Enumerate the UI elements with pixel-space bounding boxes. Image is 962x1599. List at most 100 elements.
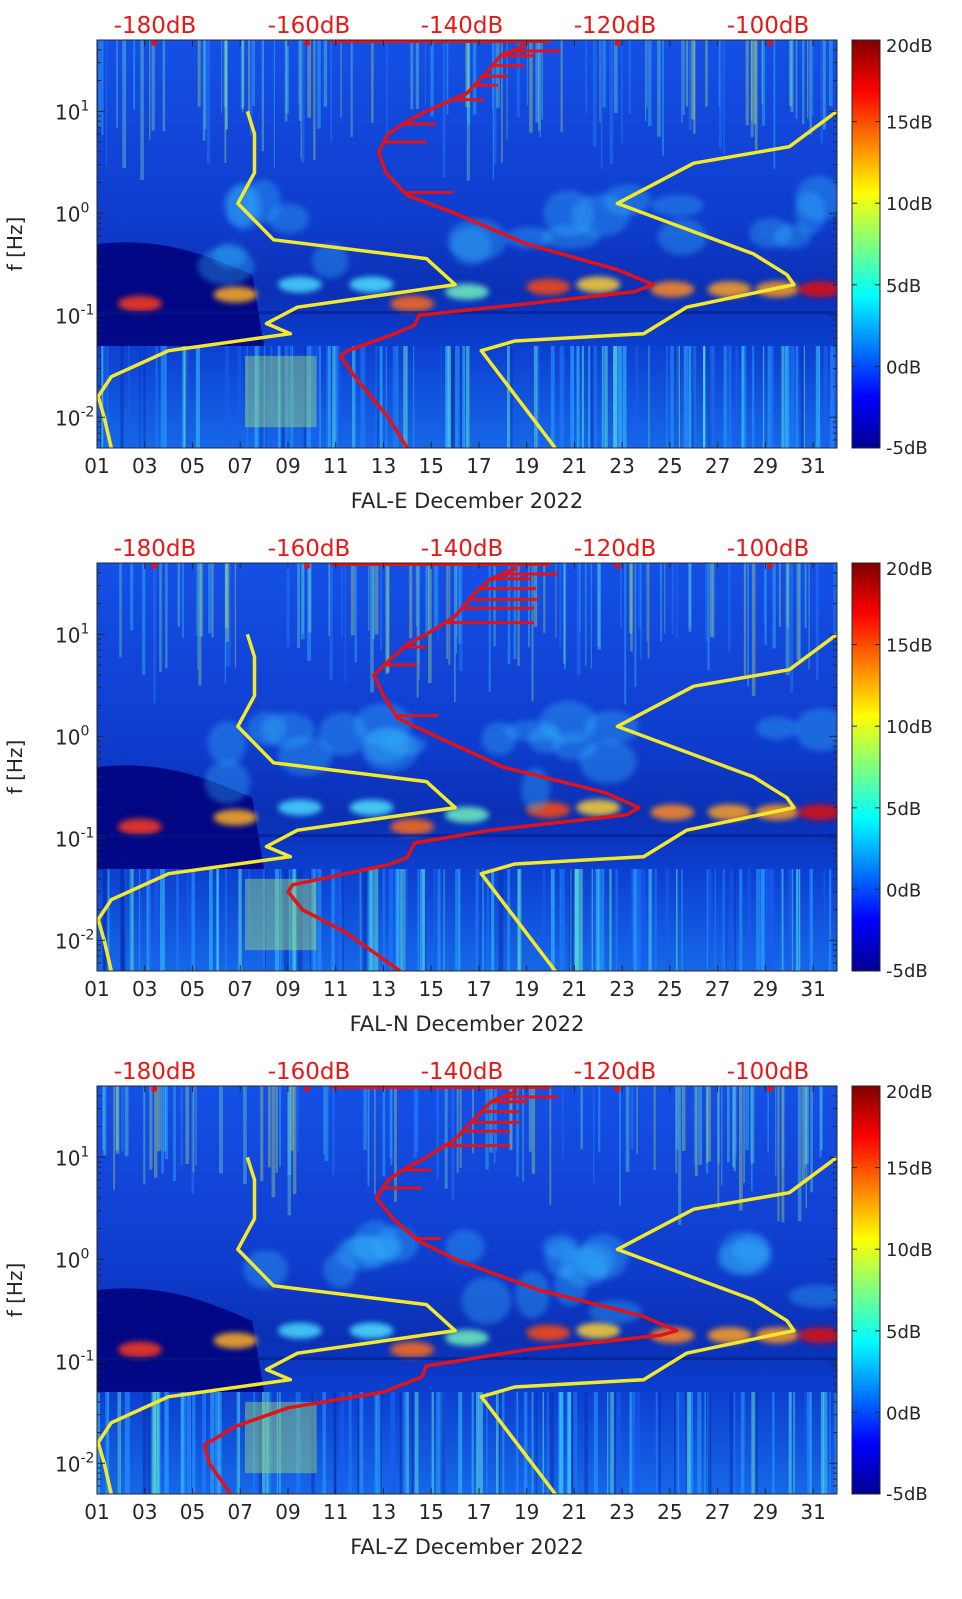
low-freq-streak — [422, 869, 426, 971]
high-freq-streak — [290, 1086, 294, 1151]
microseism-glow — [381, 734, 427, 756]
low-freq-streak — [436, 1392, 441, 1494]
low-freq-streak — [216, 869, 219, 971]
high-freq-streak — [149, 1086, 153, 1170]
high-freq-streak — [409, 563, 413, 639]
high-freq-streak — [796, 563, 800, 661]
microseism-glow — [243, 1250, 289, 1289]
high-freq-streak — [453, 563, 456, 703]
low-freq-streak — [417, 869, 420, 971]
high-freq-streak — [805, 1086, 807, 1209]
spectrogram-plot — [97, 40, 837, 448]
top-axis-marker — [614, 40, 621, 46]
low-freq-streak — [568, 1392, 572, 1494]
low-freq-streak — [339, 869, 341, 971]
low-freq-streak — [612, 1392, 617, 1494]
high-freq-streak — [822, 40, 826, 130]
high-freq-streak — [437, 563, 439, 640]
low-freq-streak — [796, 869, 799, 971]
top-db-label: -180dB — [114, 13, 197, 39]
low-freq-streak — [278, 346, 281, 448]
high-freq-streak — [676, 563, 678, 639]
high-freq-streak — [549, 1086, 552, 1205]
low-freq-streak — [819, 346, 821, 448]
microseism-peak — [707, 281, 752, 298]
high-freq-streak — [418, 563, 420, 680]
low-freq-streak — [765, 869, 769, 971]
low-freq-streak — [225, 869, 227, 971]
high-freq-streak — [804, 1086, 809, 1165]
top-axis-marker — [767, 1086, 774, 1092]
low-freq-streak — [804, 1392, 810, 1494]
high-freq-streak — [815, 563, 819, 681]
low-freq-streak — [379, 346, 383, 448]
x-tick-label: 27 — [705, 977, 730, 1001]
low-freq-streak — [376, 1392, 381, 1494]
low-freq-streak — [803, 346, 805, 448]
high-freq-streak — [513, 563, 517, 660]
low-freq-streak — [195, 346, 201, 448]
low-freq-streak — [807, 1392, 812, 1494]
high-freq-streak — [130, 563, 134, 631]
low-freq-streak — [369, 869, 373, 971]
high-freq-streak — [750, 1086, 755, 1164]
low-freq-streak — [455, 346, 460, 448]
high-freq-streak — [273, 40, 276, 169]
low-freq-streak — [458, 869, 461, 971]
low-freq-streak — [691, 346, 696, 448]
low-freq-streak — [348, 1392, 352, 1494]
noise-model-low — [97, 633, 457, 971]
low-freq-streak — [103, 346, 106, 448]
low-freq-streak — [593, 869, 596, 971]
low-freq-streak — [602, 869, 605, 971]
low-freq-streak — [471, 1392, 474, 1494]
high-freq-streak — [105, 40, 108, 167]
high-freq-streak — [133, 40, 136, 110]
low-freq-streak — [185, 346, 188, 448]
high-freq-streak — [705, 1086, 709, 1174]
low-freq-streak — [257, 346, 261, 448]
top-axis-marker — [151, 40, 158, 46]
low-freq-streak — [674, 1392, 679, 1494]
microseism-glow — [445, 1229, 485, 1265]
high-freq-streak — [120, 1086, 125, 1152]
low-freq-streak — [498, 1392, 500, 1494]
low-freq-streak — [265, 1392, 270, 1494]
low-freq-streak — [833, 346, 837, 448]
low-freq-streak — [290, 346, 292, 448]
low-freq-streak — [120, 346, 124, 448]
low-freq-streak — [754, 1392, 758, 1494]
microseism-peak — [650, 804, 695, 821]
high-freq-streak — [243, 1086, 247, 1185]
low-freq-streak — [331, 869, 335, 971]
low-freq-streak — [455, 869, 459, 971]
low-freq-streak — [744, 1392, 746, 1494]
high-freq-streak — [675, 1086, 680, 1150]
high-freq-streak — [753, 40, 757, 125]
low-freq-streak — [336, 346, 341, 448]
low-freq-streak — [107, 869, 110, 971]
high-freq-streak — [675, 1086, 678, 1174]
low-freq-streak — [164, 1392, 169, 1494]
low-freq-streak — [704, 1392, 706, 1494]
low-freq-streak — [375, 346, 378, 448]
high-freq-streak — [781, 1086, 785, 1170]
high-freq-streak — [810, 1086, 813, 1193]
low-freq-streak — [829, 1392, 831, 1494]
low-freq-streak — [747, 869, 751, 971]
x-tick-label: 17 — [466, 1500, 491, 1524]
high-freq-streak — [368, 563, 370, 631]
high-freq-streak — [609, 40, 614, 164]
low-freq-streak — [708, 869, 712, 971]
y-tick-exponent: -2 — [80, 1450, 94, 1466]
high-freq-streak — [618, 1086, 621, 1206]
high-freq-streak — [367, 1086, 370, 1178]
low-freq-streak — [403, 346, 408, 448]
colorbar-label: 10dB — [886, 194, 933, 215]
high-freq-streak — [433, 563, 438, 629]
x-tick-label: 19 — [514, 454, 539, 478]
top-axis-marker — [614, 563, 621, 569]
high-freq-streak — [225, 563, 228, 628]
high-freq-streak — [531, 1086, 536, 1174]
high-freq-streak — [456, 1086, 459, 1173]
